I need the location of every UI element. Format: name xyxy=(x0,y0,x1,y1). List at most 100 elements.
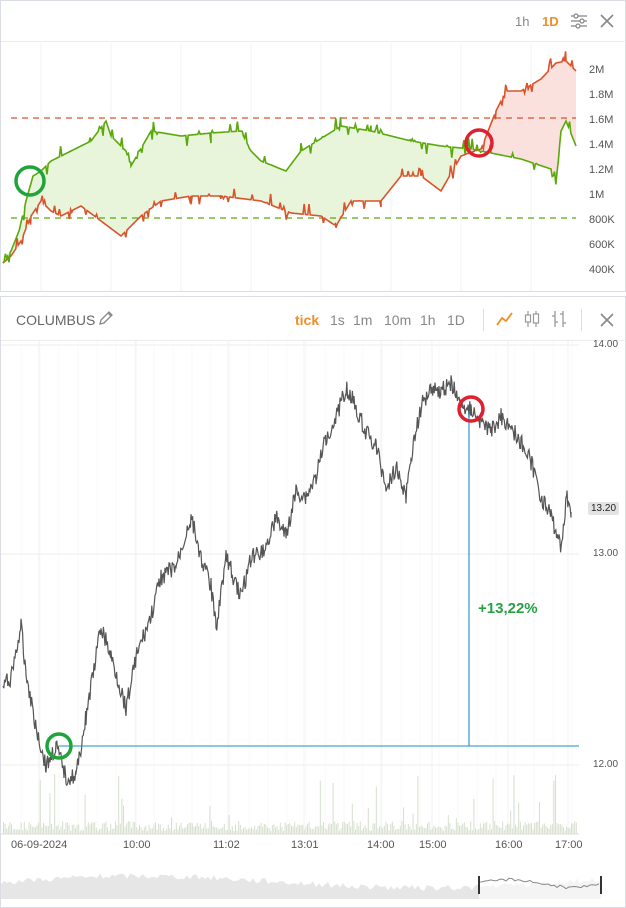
volume-bar xyxy=(403,807,404,834)
volume-bar xyxy=(28,822,30,834)
settings-icon[interactable] xyxy=(569,12,589,30)
volume-bar xyxy=(334,821,336,834)
volume-bar xyxy=(331,824,332,834)
volume-bar xyxy=(163,828,164,834)
volume-bar xyxy=(214,827,216,834)
volume-bar xyxy=(470,821,472,834)
timeframe-tick[interactable]: tick xyxy=(295,312,320,328)
volume-bar xyxy=(159,824,161,834)
volume-bar xyxy=(572,823,574,834)
volume-bar xyxy=(351,803,353,834)
volume-bar xyxy=(41,827,43,834)
volume-bar xyxy=(356,823,358,834)
volume-bar xyxy=(131,827,132,834)
volume-bar xyxy=(49,793,51,834)
volume-bar xyxy=(347,824,348,834)
volume-bar xyxy=(102,823,104,834)
ohlc-bars-icon[interactable] xyxy=(549,309,569,329)
volume-bar xyxy=(463,822,465,834)
volume-bar xyxy=(473,799,475,834)
volume-bar xyxy=(59,830,60,834)
volume-bar xyxy=(295,827,297,834)
volume-bar xyxy=(393,825,395,834)
time-axis-tick: 11:02 xyxy=(213,839,240,851)
volume-bar xyxy=(193,826,195,834)
volume-bar xyxy=(233,830,235,834)
close-icon[interactable] xyxy=(599,312,615,328)
volume-bar xyxy=(390,824,392,834)
volume-bar xyxy=(526,824,528,834)
volume-bar xyxy=(529,823,531,834)
volume-bar xyxy=(207,828,209,834)
volume-bar xyxy=(524,822,526,834)
volume-bar xyxy=(548,828,550,834)
volume-bar xyxy=(87,822,89,834)
volume-bar xyxy=(417,775,419,834)
volume-bar xyxy=(100,828,102,834)
volume-axis-tick: 1M xyxy=(589,189,605,201)
volume-bar xyxy=(366,828,368,834)
volume-bar xyxy=(76,825,78,834)
volume-bar xyxy=(327,824,329,834)
volume-bar xyxy=(83,830,84,834)
candlestick-icon[interactable] xyxy=(522,309,542,329)
timeframe-1m[interactable]: 1m xyxy=(353,312,373,328)
volume-bar xyxy=(75,827,76,834)
volume-bar xyxy=(38,822,40,834)
volume-bar xyxy=(25,828,27,834)
time-axis-tick: 15:00 xyxy=(419,839,447,851)
volume-bar xyxy=(279,822,281,834)
volume-bar xyxy=(481,827,483,834)
volume-bar xyxy=(86,826,88,834)
volume-bar xyxy=(556,823,558,834)
volume-bar xyxy=(228,815,230,834)
volume-bar xyxy=(51,823,52,834)
navigator xyxy=(1,873,603,899)
volume-bar xyxy=(503,829,505,834)
timeframe-1D[interactable]: 1D xyxy=(447,312,465,328)
volume-bar xyxy=(409,826,411,834)
timeframe-10m[interactable]: 10m xyxy=(384,312,412,328)
toolbar-separator xyxy=(581,309,582,331)
volume-bar xyxy=(134,822,136,834)
volume-bar xyxy=(281,826,283,834)
volume-bar xyxy=(489,823,491,834)
volume-bar xyxy=(217,828,219,834)
timeframe-1h[interactable]: 1h xyxy=(420,312,436,328)
volume-bar xyxy=(571,823,572,834)
timeframe-1s[interactable]: 1s xyxy=(330,312,345,328)
volume-bar xyxy=(225,830,227,834)
buyers-line xyxy=(2,117,577,264)
line-chart-icon[interactable] xyxy=(495,310,515,328)
volume-bar xyxy=(238,821,240,834)
volume-bar xyxy=(105,821,107,834)
volume-bar xyxy=(95,827,97,834)
interval-1d[interactable]: 1D xyxy=(542,14,559,29)
volume-bar xyxy=(55,826,57,834)
edit-icon[interactable] xyxy=(97,309,115,327)
interval-1h[interactable]: 1h xyxy=(515,14,530,29)
volume-bar xyxy=(6,828,8,834)
volume-bar xyxy=(484,822,486,834)
volume-bar xyxy=(220,828,222,834)
volume-bar xyxy=(511,828,513,834)
volume-bar xyxy=(534,823,536,834)
close-icon[interactable] xyxy=(599,13,615,29)
volume-bar xyxy=(318,826,320,834)
volume-bar xyxy=(350,826,352,834)
volume-bar xyxy=(180,822,182,834)
volume-bar xyxy=(545,825,547,834)
toolbar-separator xyxy=(483,309,484,331)
volume-bar xyxy=(4,823,6,834)
volume-bar xyxy=(27,830,28,834)
volume-bar xyxy=(246,829,248,834)
volume-bar xyxy=(332,782,334,834)
volume-bar xyxy=(164,830,166,834)
volume-bar xyxy=(148,824,150,834)
volume-bar xyxy=(443,830,444,834)
volume-bar xyxy=(12,829,14,834)
volume-bar xyxy=(342,821,344,834)
volume-bar xyxy=(531,823,532,834)
volume-bar xyxy=(399,825,401,834)
volume-bar xyxy=(143,827,145,834)
